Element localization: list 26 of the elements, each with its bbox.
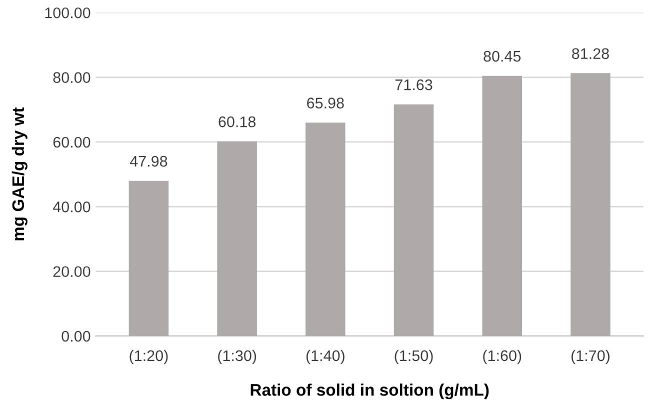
data-label: 81.28 xyxy=(572,48,609,60)
x-tick-label: (1:20) xyxy=(130,350,168,364)
y-tick-label: 40.00 xyxy=(52,202,90,212)
y-tick-label: 20.00 xyxy=(53,266,90,278)
y-axis-title: mg GAE/g dry wt xyxy=(12,107,28,240)
x-tick-label: (1:70) xyxy=(571,350,610,364)
y-tick-label: 80.00 xyxy=(53,72,90,83)
x-tick-label: (1:30) xyxy=(218,350,256,364)
data-label: 60.18 xyxy=(218,116,256,128)
bar xyxy=(482,76,522,336)
data-label: 65.98 xyxy=(307,98,344,108)
x-tick-label: (1:50) xyxy=(394,350,433,364)
data-label: 47.98 xyxy=(130,156,168,167)
data-label: 80.45 xyxy=(484,50,521,62)
bar xyxy=(128,180,169,336)
y-tick-label: 100.00 xyxy=(45,7,90,18)
bar xyxy=(394,104,434,336)
y-tick-label: 60.00 xyxy=(53,136,90,148)
data-label: 71.63 xyxy=(395,79,432,90)
x-tick-label: (1:60) xyxy=(483,350,522,364)
bar xyxy=(570,73,610,336)
x-axis-title: Ratio of solid in soltion (g/mL) xyxy=(250,384,489,400)
y-tick-label: 0.00 xyxy=(62,330,90,342)
x-tick-label: (1:40) xyxy=(306,350,344,364)
bar xyxy=(306,122,346,336)
bar xyxy=(217,141,257,336)
